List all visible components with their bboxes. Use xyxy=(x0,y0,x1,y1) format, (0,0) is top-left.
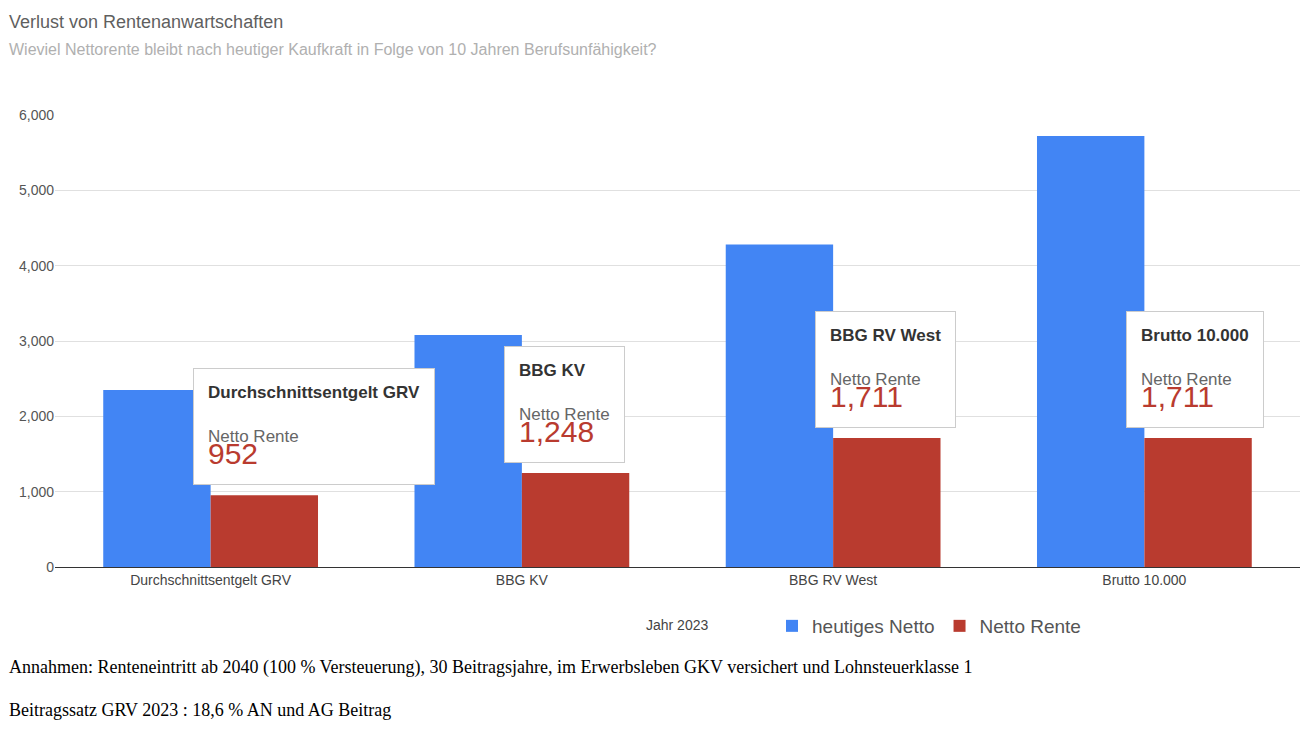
svg-text:4,000: 4,000 xyxy=(19,258,54,274)
svg-text:Annahmen: Renteneintritt ab 20: Annahmen: Renteneintritt ab 2040 (100 % … xyxy=(9,657,973,678)
svg-text:3,000: 3,000 xyxy=(19,333,54,349)
svg-text:2,000: 2,000 xyxy=(19,408,54,424)
svg-text:Brutto 10.000: Brutto 10.000 xyxy=(1102,572,1186,588)
svg-text:Brutto 10.000 Netto Rente1,711: Brutto 10.000 Netto Rente1,711 xyxy=(1141,326,1249,413)
svg-text:Beitragssatz GRV 2023 : 18,6 %: Beitragssatz GRV 2023 : 18,6 % AN und AG… xyxy=(9,700,391,720)
svg-text:Durchschnittsentgelt GRV Netto: Durchschnittsentgelt GRV Netto Rente952 xyxy=(208,383,420,470)
svg-text:Netto Rente: Netto Rente xyxy=(980,616,1081,637)
svg-text:0: 0 xyxy=(46,559,54,575)
svg-text:Jahr 2023: Jahr 2023 xyxy=(646,617,708,633)
svg-text:BBG RV West Netto Rente1,711: BBG RV West Netto Rente1,711 xyxy=(830,326,941,413)
svg-text:heutiges Netto: heutiges Netto xyxy=(812,616,935,637)
svg-text:Verlust von Rentenanwartschaft: Verlust von Rentenanwartschaften xyxy=(9,12,283,32)
svg-text:1,000: 1,000 xyxy=(19,484,54,500)
svg-text:6,000: 6,000 xyxy=(19,107,54,123)
svg-text:BBG KV: BBG KV xyxy=(496,572,549,588)
svg-text:BBG RV West: BBG RV West xyxy=(789,572,877,588)
svg-text:BBG KV Netto Rente1,248: BBG KV Netto Rente1,248 xyxy=(519,361,610,448)
svg-text:5,000: 5,000 xyxy=(19,182,54,198)
svg-text:Durchschnittsentgelt GRV: Durchschnittsentgelt GRV xyxy=(130,572,291,588)
svg-text:Wieviel Nettorente bleibt nach: Wieviel Nettorente bleibt nach heutiger … xyxy=(9,41,657,58)
